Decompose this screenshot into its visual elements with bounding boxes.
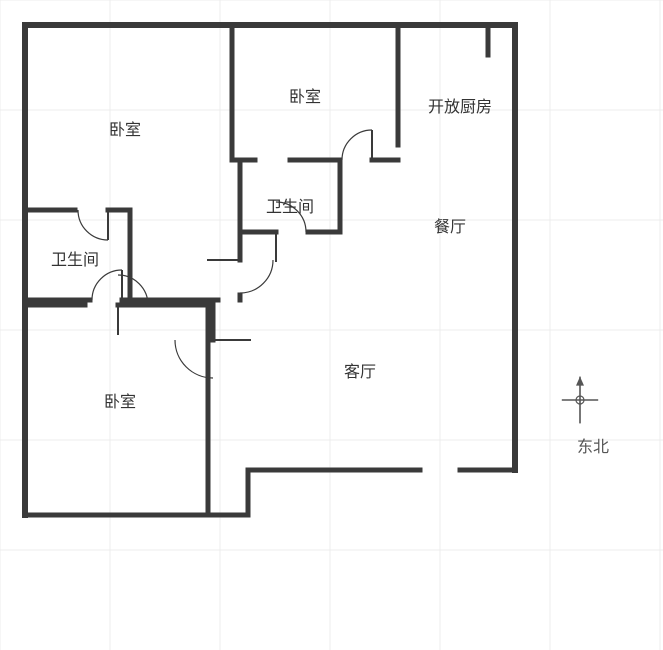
label-bedroom-bottom: 卧室 [104,388,136,412]
label-living: 客厅 [344,358,376,382]
floorplan-svg [0,0,663,650]
label-bedroom-top-mid: 卧室 [289,83,321,107]
label-bedroom-top-left: 卧室 [109,116,141,140]
label-bath-left: 卫生间 [51,246,99,270]
floorplan-canvas: 卧室 卧室 开放厨房 卫生间 卫生间 餐厅 客厅 卧室 东北 [0,0,663,650]
label-kitchen: 开放厨房 [428,93,492,117]
compass-icon [550,370,610,430]
label-dining: 餐厅 [434,213,466,237]
compass-label: 东北 [577,433,609,457]
label-bath-mid: 卫生间 [266,193,314,217]
